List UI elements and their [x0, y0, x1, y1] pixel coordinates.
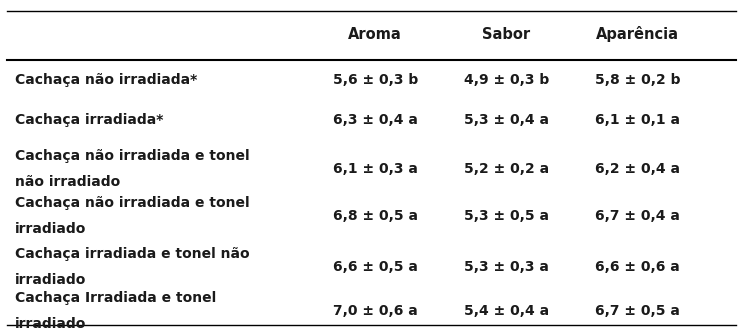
Text: irradiado: irradiado: [15, 222, 86, 236]
Text: 6,8 ± 0,5 a: 6,8 ± 0,5 a: [333, 209, 418, 223]
Text: 4,9 ± 0,3 b: 4,9 ± 0,3 b: [464, 73, 549, 87]
Text: Cachaça Irradiada e tonel: Cachaça Irradiada e tonel: [15, 291, 216, 305]
Text: Aparência: Aparência: [596, 26, 679, 42]
Text: 6,6 ± 0,5 a: 6,6 ± 0,5 a: [333, 260, 418, 274]
Text: Cachaça irradiada e tonel não: Cachaça irradiada e tonel não: [15, 247, 250, 261]
Text: 5,6 ± 0,3 b: 5,6 ± 0,3 b: [333, 73, 418, 87]
Text: Cachaça não irradiada e tonel: Cachaça não irradiada e tonel: [15, 197, 250, 210]
Text: 5,3 ± 0,4 a: 5,3 ± 0,4 a: [464, 114, 549, 127]
Text: Cachaça irradiada*: Cachaça irradiada*: [15, 114, 163, 127]
Text: não irradiado: não irradiado: [15, 175, 120, 189]
Text: 6,7 ± 0,4 a: 6,7 ± 0,4 a: [595, 209, 680, 223]
Text: Cachaça não irradiada e tonel: Cachaça não irradiada e tonel: [15, 149, 250, 163]
Text: 5,3 ± 0,3 a: 5,3 ± 0,3 a: [464, 260, 548, 274]
Text: 7,0 ± 0,6 a: 7,0 ± 0,6 a: [333, 304, 418, 318]
Text: 6,6 ± 0,6 a: 6,6 ± 0,6 a: [595, 260, 680, 274]
Text: 5,8 ± 0,2 b: 5,8 ± 0,2 b: [594, 73, 680, 87]
Text: 5,4 ± 0,4 a: 5,4 ± 0,4 a: [464, 304, 549, 318]
Text: 6,3 ± 0,4 a: 6,3 ± 0,4 a: [333, 114, 418, 127]
Text: 6,1 ± 0,1 a: 6,1 ± 0,1 a: [594, 114, 680, 127]
Text: irradiado: irradiado: [15, 273, 86, 287]
Text: 6,1 ± 0,3 a: 6,1 ± 0,3 a: [333, 162, 418, 176]
Text: 6,7 ± 0,5 a: 6,7 ± 0,5 a: [595, 304, 680, 318]
Text: 5,2 ± 0,2 a: 5,2 ± 0,2 a: [464, 162, 549, 176]
Text: Aroma: Aroma: [348, 27, 402, 42]
Text: 5,3 ± 0,5 a: 5,3 ± 0,5 a: [464, 209, 549, 223]
Text: Sabor: Sabor: [482, 27, 531, 42]
Text: irradiado: irradiado: [15, 317, 86, 331]
Text: 6,2 ± 0,4 a: 6,2 ± 0,4 a: [594, 162, 680, 176]
Text: Cachaça não irradiada*: Cachaça não irradiada*: [15, 73, 197, 87]
